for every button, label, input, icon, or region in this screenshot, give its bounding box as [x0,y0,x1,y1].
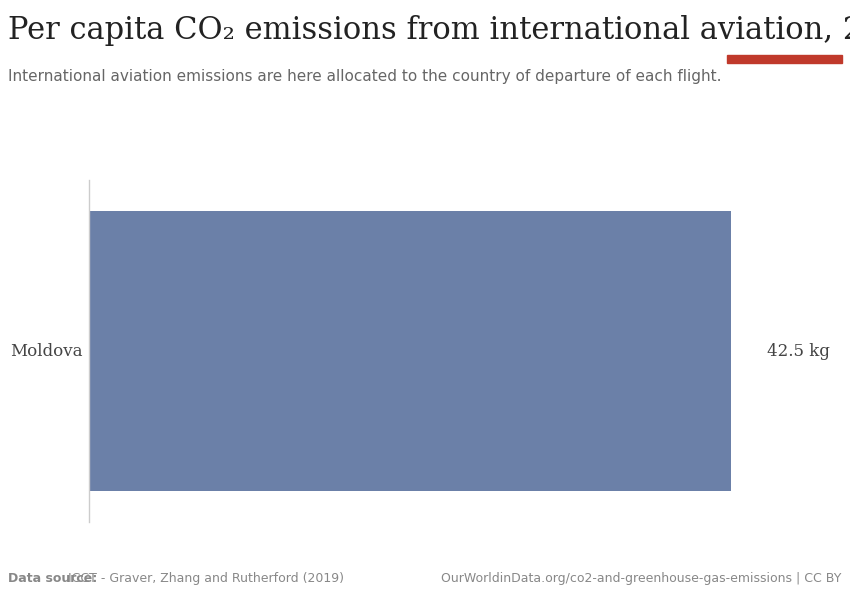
Text: OurWorldinData.org/co2-and-greenhouse-gas-emissions | CC BY: OurWorldinData.org/co2-and-greenhouse-ga… [441,572,842,585]
Text: Moldova: Moldova [10,343,82,359]
Text: Our World
in Data: Our World in Data [751,15,818,44]
Bar [727,55,842,63]
Text: Per capita CO₂ emissions from international aviation, 2018: Per capita CO₂ emissions from internatio… [8,15,850,46]
Text: Data source:: Data source: [8,572,98,585]
Bar [89,211,730,491]
Text: ICCT - Graver, Zhang and Rutherford (2019): ICCT - Graver, Zhang and Rutherford (201… [64,572,343,585]
Text: International aviation emissions are here allocated to the country of departure : International aviation emissions are her… [8,69,722,84]
Text: 42.5 kg: 42.5 kg [768,343,830,359]
